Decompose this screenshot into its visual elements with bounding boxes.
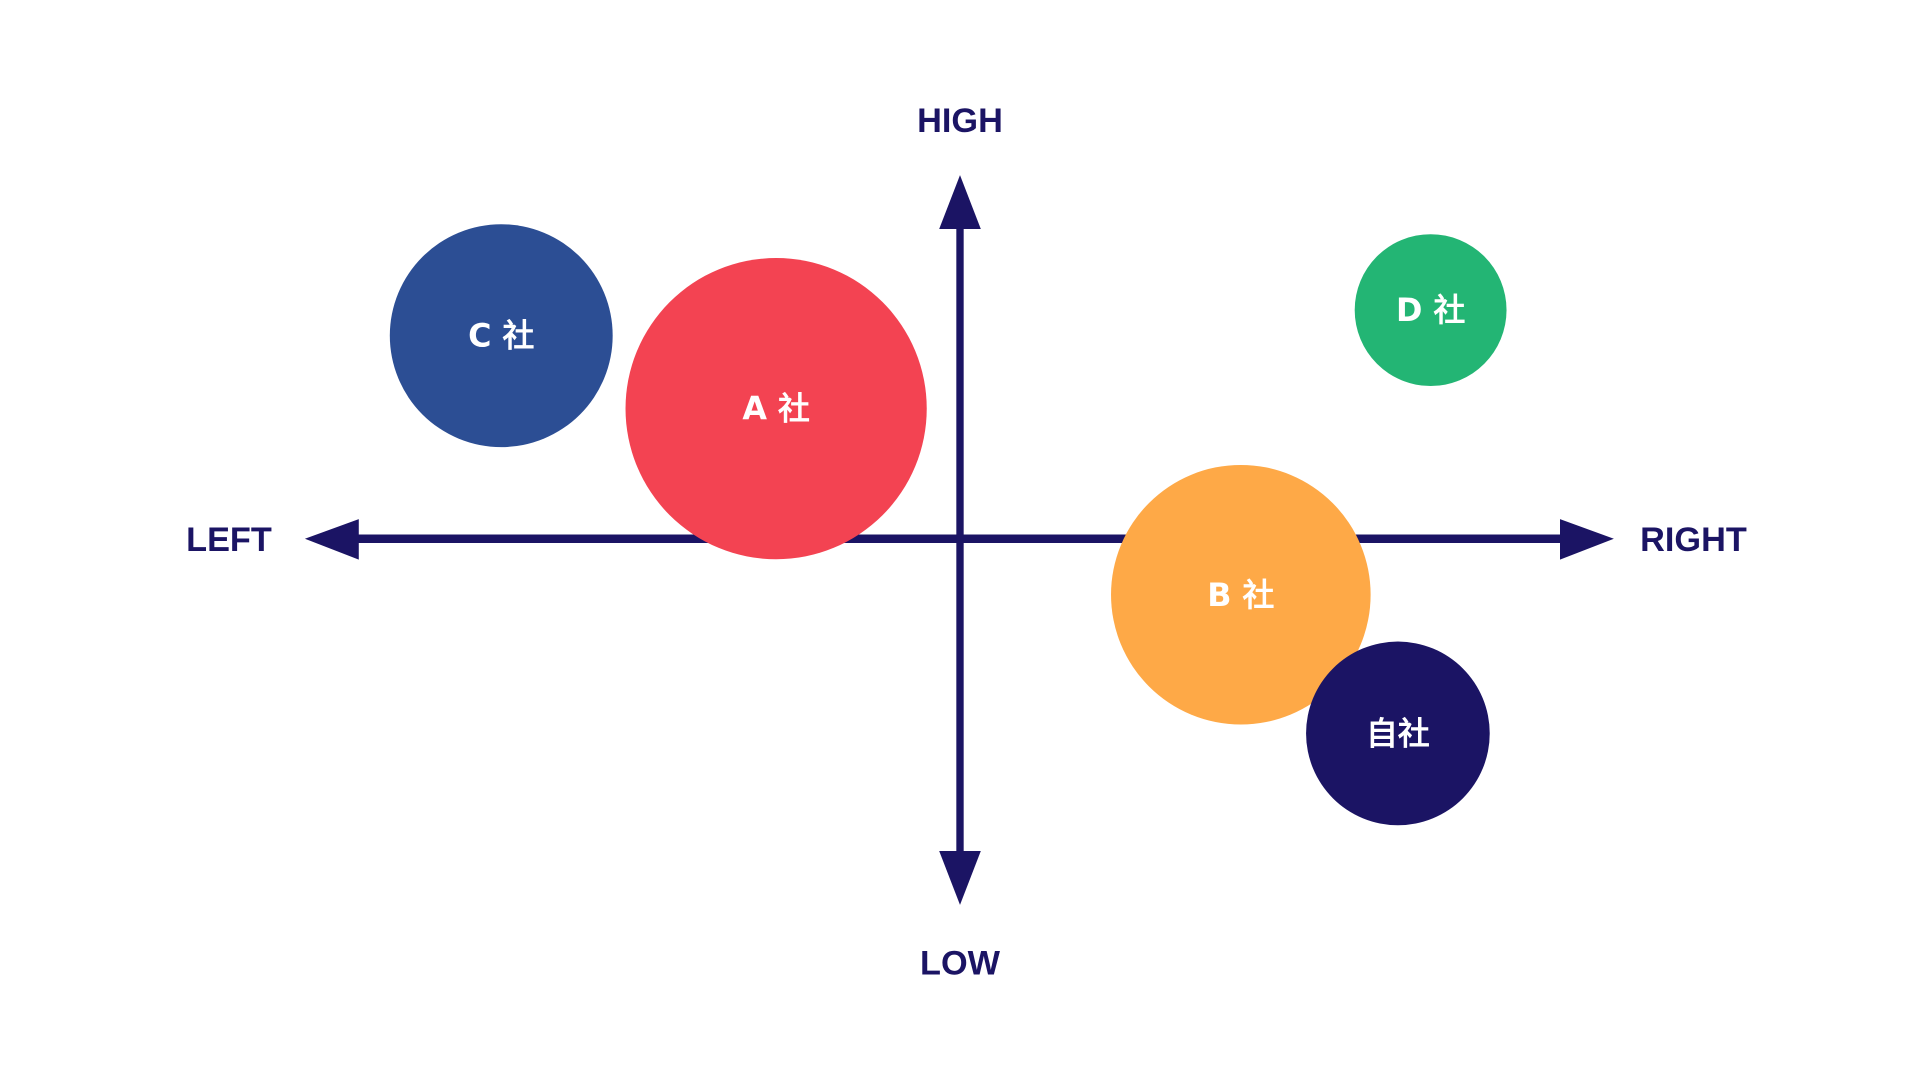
axis-label-left: LEFT: [186, 521, 272, 559]
bubble-label-1: A 社: [742, 390, 810, 428]
bubble-3: [1111, 464, 1371, 725]
bubble-label-3: B 社: [1207, 576, 1274, 614]
bubble-label-2: D 社: [1396, 291, 1466, 329]
bubble-1: [625, 258, 927, 560]
axis-label-right: RIGHT: [1640, 521, 1747, 559]
bubbles: C 社 A 社 D 社 B 社自社: [389, 224, 1507, 826]
x-axis-left-arrow-icon: [304, 519, 359, 560]
bubble-2: [1354, 234, 1507, 387]
axes: [304, 175, 1614, 905]
bubble-label-4: 自社: [1366, 714, 1430, 752]
y-axis-bottom-arrow-icon: [939, 851, 981, 905]
axis-label-high: HIGH: [917, 102, 1003, 140]
bubble-label-0: C 社: [468, 317, 534, 355]
bubble-4: [1306, 641, 1490, 826]
y-axis-top-arrow-icon: [939, 175, 981, 229]
bubble-0: [389, 224, 613, 448]
axis-label-low: LOW: [920, 945, 1001, 983]
x-axis-right-arrow-icon: [1560, 519, 1614, 560]
